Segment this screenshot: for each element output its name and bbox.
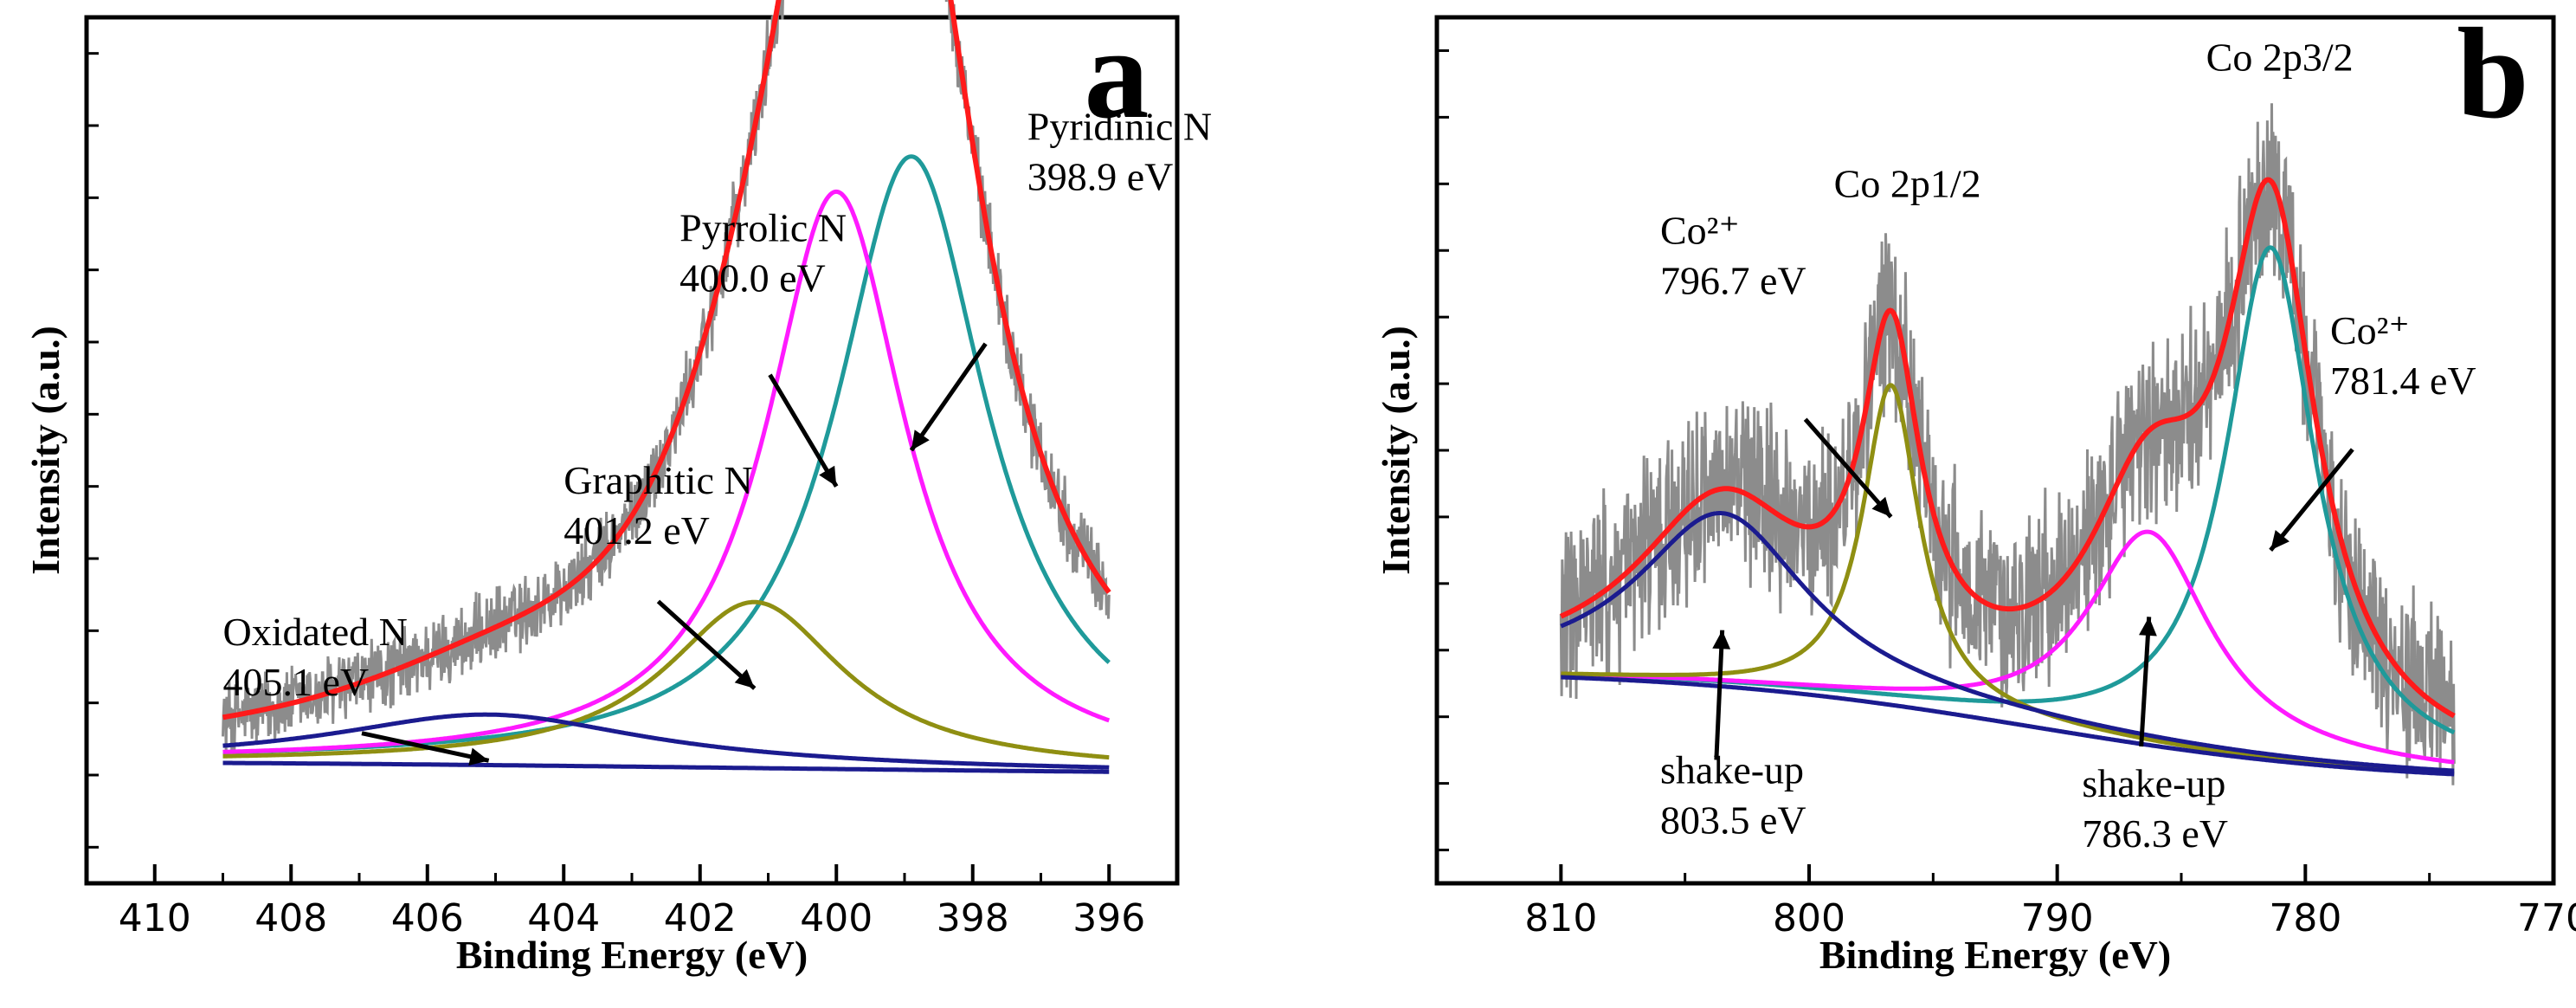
background-line [1561, 675, 2455, 777]
panel-b-curves [1559, 103, 2456, 785]
panel-a-curves [222, 0, 1111, 774]
panel-a-annotations: Pyridinic N 398.9 eV Pyrrolic N 400.0 eV Gra… [223, 105, 1212, 766]
annotation-arrow [1714, 630, 1725, 760]
panel-a-x-ticks: 410 408 406 404 402 400 398 396 [119, 864, 1145, 940]
x-tick-label: 410 [119, 896, 191, 940]
annotation-arrowhead [1871, 496, 1891, 517]
panel-a-letter: a [1085, 2, 1150, 145]
annotation-label: Graphitic N 401.2 eV [564, 458, 752, 552]
x-tick-label: 770 [2517, 896, 2576, 940]
annotation-arrow [1803, 417, 1893, 519]
annotation-arrowhead [468, 747, 489, 766]
annotation-arrow [768, 373, 839, 488]
fit-component-line [222, 712, 1110, 770]
annotation-arrow [656, 599, 757, 690]
fit-envelope-line [1560, 177, 2456, 719]
annotation-label: Co²⁺ 796.7 eV [1660, 209, 1806, 303]
raw-data-line [1559, 103, 2456, 785]
x-tick-label: 810 [1524, 896, 1597, 940]
panel-b-y-axis-label: Intensity (a.u.) [1374, 326, 1418, 575]
annotation-label: shake-up 786.3 eV [2082, 761, 2228, 856]
panel-b-y-ticks [1437, 48, 1449, 852]
x-tick-label: 404 [527, 896, 600, 940]
panel-a-y-axis-label: Intensity (a.u.) [23, 326, 68, 575]
x-tick-label: 408 [254, 896, 327, 940]
x-tick-label: 398 [937, 896, 1009, 940]
annotation-label: Pyridinic N 398.9 eV [1027, 105, 1212, 199]
annotation-arrowhead [911, 430, 930, 450]
raw-data-line [222, 0, 1111, 754]
panel-a-x-axis-label: Binding Energy (eV) [456, 933, 808, 977]
annotation-arrowhead [2139, 617, 2157, 636]
annotation-label: Co²⁺ 781.4 eV [2330, 308, 2476, 403]
panel-a: 410 408 406 404 402 400 398 396 Pyridinic N 398.… [23, 0, 1212, 977]
x-tick-label: 800 [1773, 896, 1845, 940]
background-line [222, 760, 1110, 774]
x-tick-label: 402 [664, 896, 737, 940]
annotation-arrowhead [1712, 630, 1731, 649]
x-tick-label: 396 [1072, 896, 1145, 940]
panel-b-x-ticks: 810 800 790 780 770 [1524, 864, 2576, 940]
x-tick-label: 780 [2269, 896, 2341, 940]
annotation-arrowhead [819, 465, 837, 487]
annotation-label: Co 2p3/2 [2206, 36, 2354, 80]
fit-component-line [1561, 383, 2455, 776]
annotation-arrow [2139, 617, 2152, 747]
panel-a-y-ticks [87, 52, 99, 849]
x-tick-label: 790 [2021, 896, 2094, 940]
panel-b: 810 800 790 780 770 Co 2p3/2 Co 2p1/2 Co²⁺796.… [1374, 2, 2576, 977]
fit-component-line [222, 189, 1111, 754]
annotation-arrowhead [2270, 530, 2289, 551]
annotation-label: Oxidated N 405.1 eV [223, 610, 408, 704]
panel-b-letter: b [2457, 2, 2528, 145]
x-tick-label: 406 [391, 896, 464, 940]
annotation-label: Pyrrolic N 400.0 eV [679, 205, 847, 300]
annotation-arrowhead [734, 669, 755, 688]
fit-component-line [1560, 511, 2455, 773]
fit-component-line [1561, 529, 2455, 765]
annotation-label: shake-up 803.5 eV [1660, 748, 1806, 843]
annotation-arrow [2269, 448, 2354, 552]
annotation-arrow [909, 342, 988, 452]
fit-component-line [222, 599, 1110, 760]
x-tick-label: 400 [800, 896, 873, 940]
annotation-label: Co 2p1/2 [1834, 162, 1981, 206]
panel-b-x-axis-label: Binding Energy (eV) [1819, 933, 2171, 977]
panel-b-annotations: Co 2p3/2 Co 2p1/2 Co²⁺ 796.7 eV Co²⁺ 781.4 eV… [1660, 36, 2476, 856]
fit-envelope-line [222, 0, 1111, 720]
annotation-arrow [361, 731, 490, 763]
